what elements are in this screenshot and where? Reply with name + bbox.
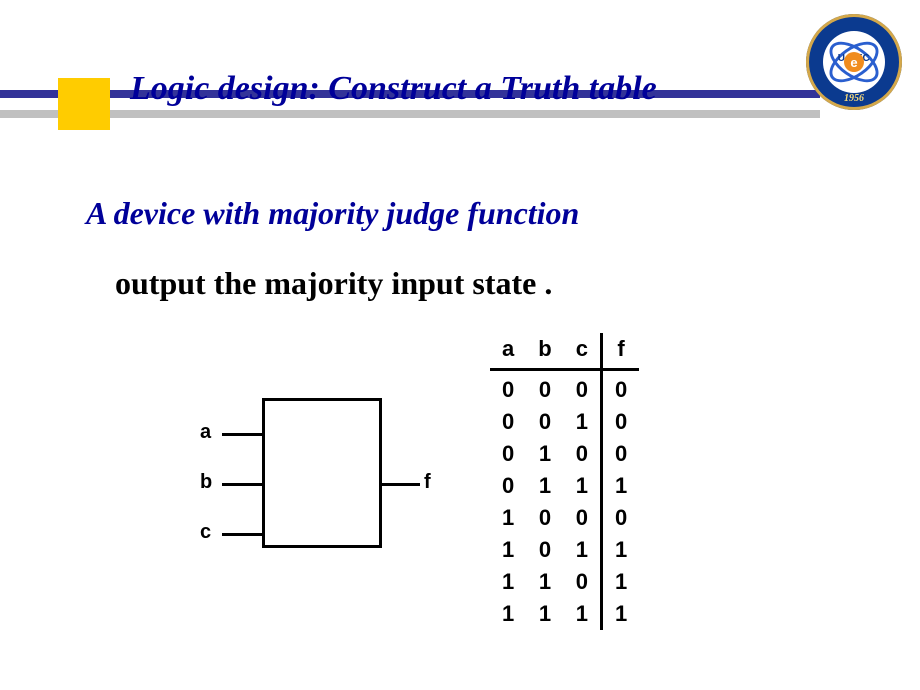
- truth-table-cell: 1: [490, 566, 526, 598]
- truth-table-col-header: f: [601, 333, 639, 370]
- truth-table-cell: 1: [564, 406, 602, 438]
- slide-subtitle: A device with majority judge function: [86, 195, 579, 232]
- slide-body-line: output the majority input state .: [115, 265, 552, 302]
- truth-table-row: 0111: [490, 470, 639, 502]
- truth-table-cell: 1: [490, 502, 526, 534]
- title-yellow-square: [58, 78, 110, 130]
- truth-table-table: abcf00000010010001111000101111011111: [490, 333, 639, 630]
- uestc-logo: e U STC 1956: [806, 14, 902, 110]
- truth-table-cell: 0: [490, 438, 526, 470]
- block-input-line: [222, 533, 262, 536]
- block-input-label: b: [200, 471, 212, 494]
- truth-table-header: abcf: [490, 333, 639, 370]
- block-input-line: [222, 433, 262, 436]
- truth-table-cell: 0: [601, 438, 639, 470]
- slide-title: Logic design: Construct a Truth table: [130, 70, 657, 108]
- truth-table-cell: 1: [526, 470, 563, 502]
- truth-table-col-header: b: [526, 333, 563, 370]
- truth-table-cell: 1: [526, 598, 563, 630]
- truth-table-cell: 0: [601, 502, 639, 534]
- truth-table-cell: 1: [601, 598, 639, 630]
- truth-table-cell: 1: [526, 566, 563, 598]
- block-output-label: f: [424, 471, 431, 494]
- logo-center-e: e: [844, 52, 864, 72]
- truth-table: abcf00000010010001111000101111011111: [490, 333, 639, 630]
- truth-table-cell: 0: [564, 502, 602, 534]
- block-input-line: [222, 483, 262, 486]
- truth-table-cell: 1: [490, 534, 526, 566]
- truth-table-cell: 0: [601, 374, 639, 406]
- truth-table-cell: 0: [564, 438, 602, 470]
- truth-table-row: 0010: [490, 406, 639, 438]
- block-input-label: c: [200, 521, 211, 544]
- block-input-label: a: [200, 421, 211, 444]
- truth-table-cell: 1: [601, 470, 639, 502]
- truth-table-cell: 0: [526, 374, 563, 406]
- truth-table-col-header: a: [490, 333, 526, 370]
- truth-table-row: 1000: [490, 502, 639, 534]
- truth-table-cell: 0: [601, 406, 639, 438]
- truth-table-cell: 0: [564, 374, 602, 406]
- truth-table-cell: 1: [564, 470, 602, 502]
- truth-table-cell: 0: [490, 406, 526, 438]
- truth-table-row: 1111: [490, 598, 639, 630]
- truth-table-row: 0100: [490, 438, 639, 470]
- truth-table-cell: 0: [526, 406, 563, 438]
- truth-table-row: 1011: [490, 534, 639, 566]
- truth-table-col-header: c: [564, 333, 602, 370]
- truth-table-row: 1101: [490, 566, 639, 598]
- truth-table-cell: 0: [564, 566, 602, 598]
- block-diagram: a b c f: [192, 388, 442, 568]
- block-output-line: [382, 483, 420, 486]
- truth-table-cell: 1: [526, 438, 563, 470]
- truth-table-cell: 0: [490, 470, 526, 502]
- truth-table-cell: 1: [564, 534, 602, 566]
- block-box: [262, 398, 382, 548]
- truth-table-cell: 1: [564, 598, 602, 630]
- truth-table-row: 0000: [490, 374, 639, 406]
- truth-table-cell: 0: [490, 374, 526, 406]
- truth-table-cell: 0: [526, 502, 563, 534]
- logo-year: 1956: [806, 93, 902, 104]
- truth-table-cell: 1: [601, 566, 639, 598]
- title-grey-bar: [0, 110, 820, 118]
- truth-table-cell: 0: [526, 534, 563, 566]
- truth-table-cell: 1: [601, 534, 639, 566]
- truth-table-cell: 1: [490, 598, 526, 630]
